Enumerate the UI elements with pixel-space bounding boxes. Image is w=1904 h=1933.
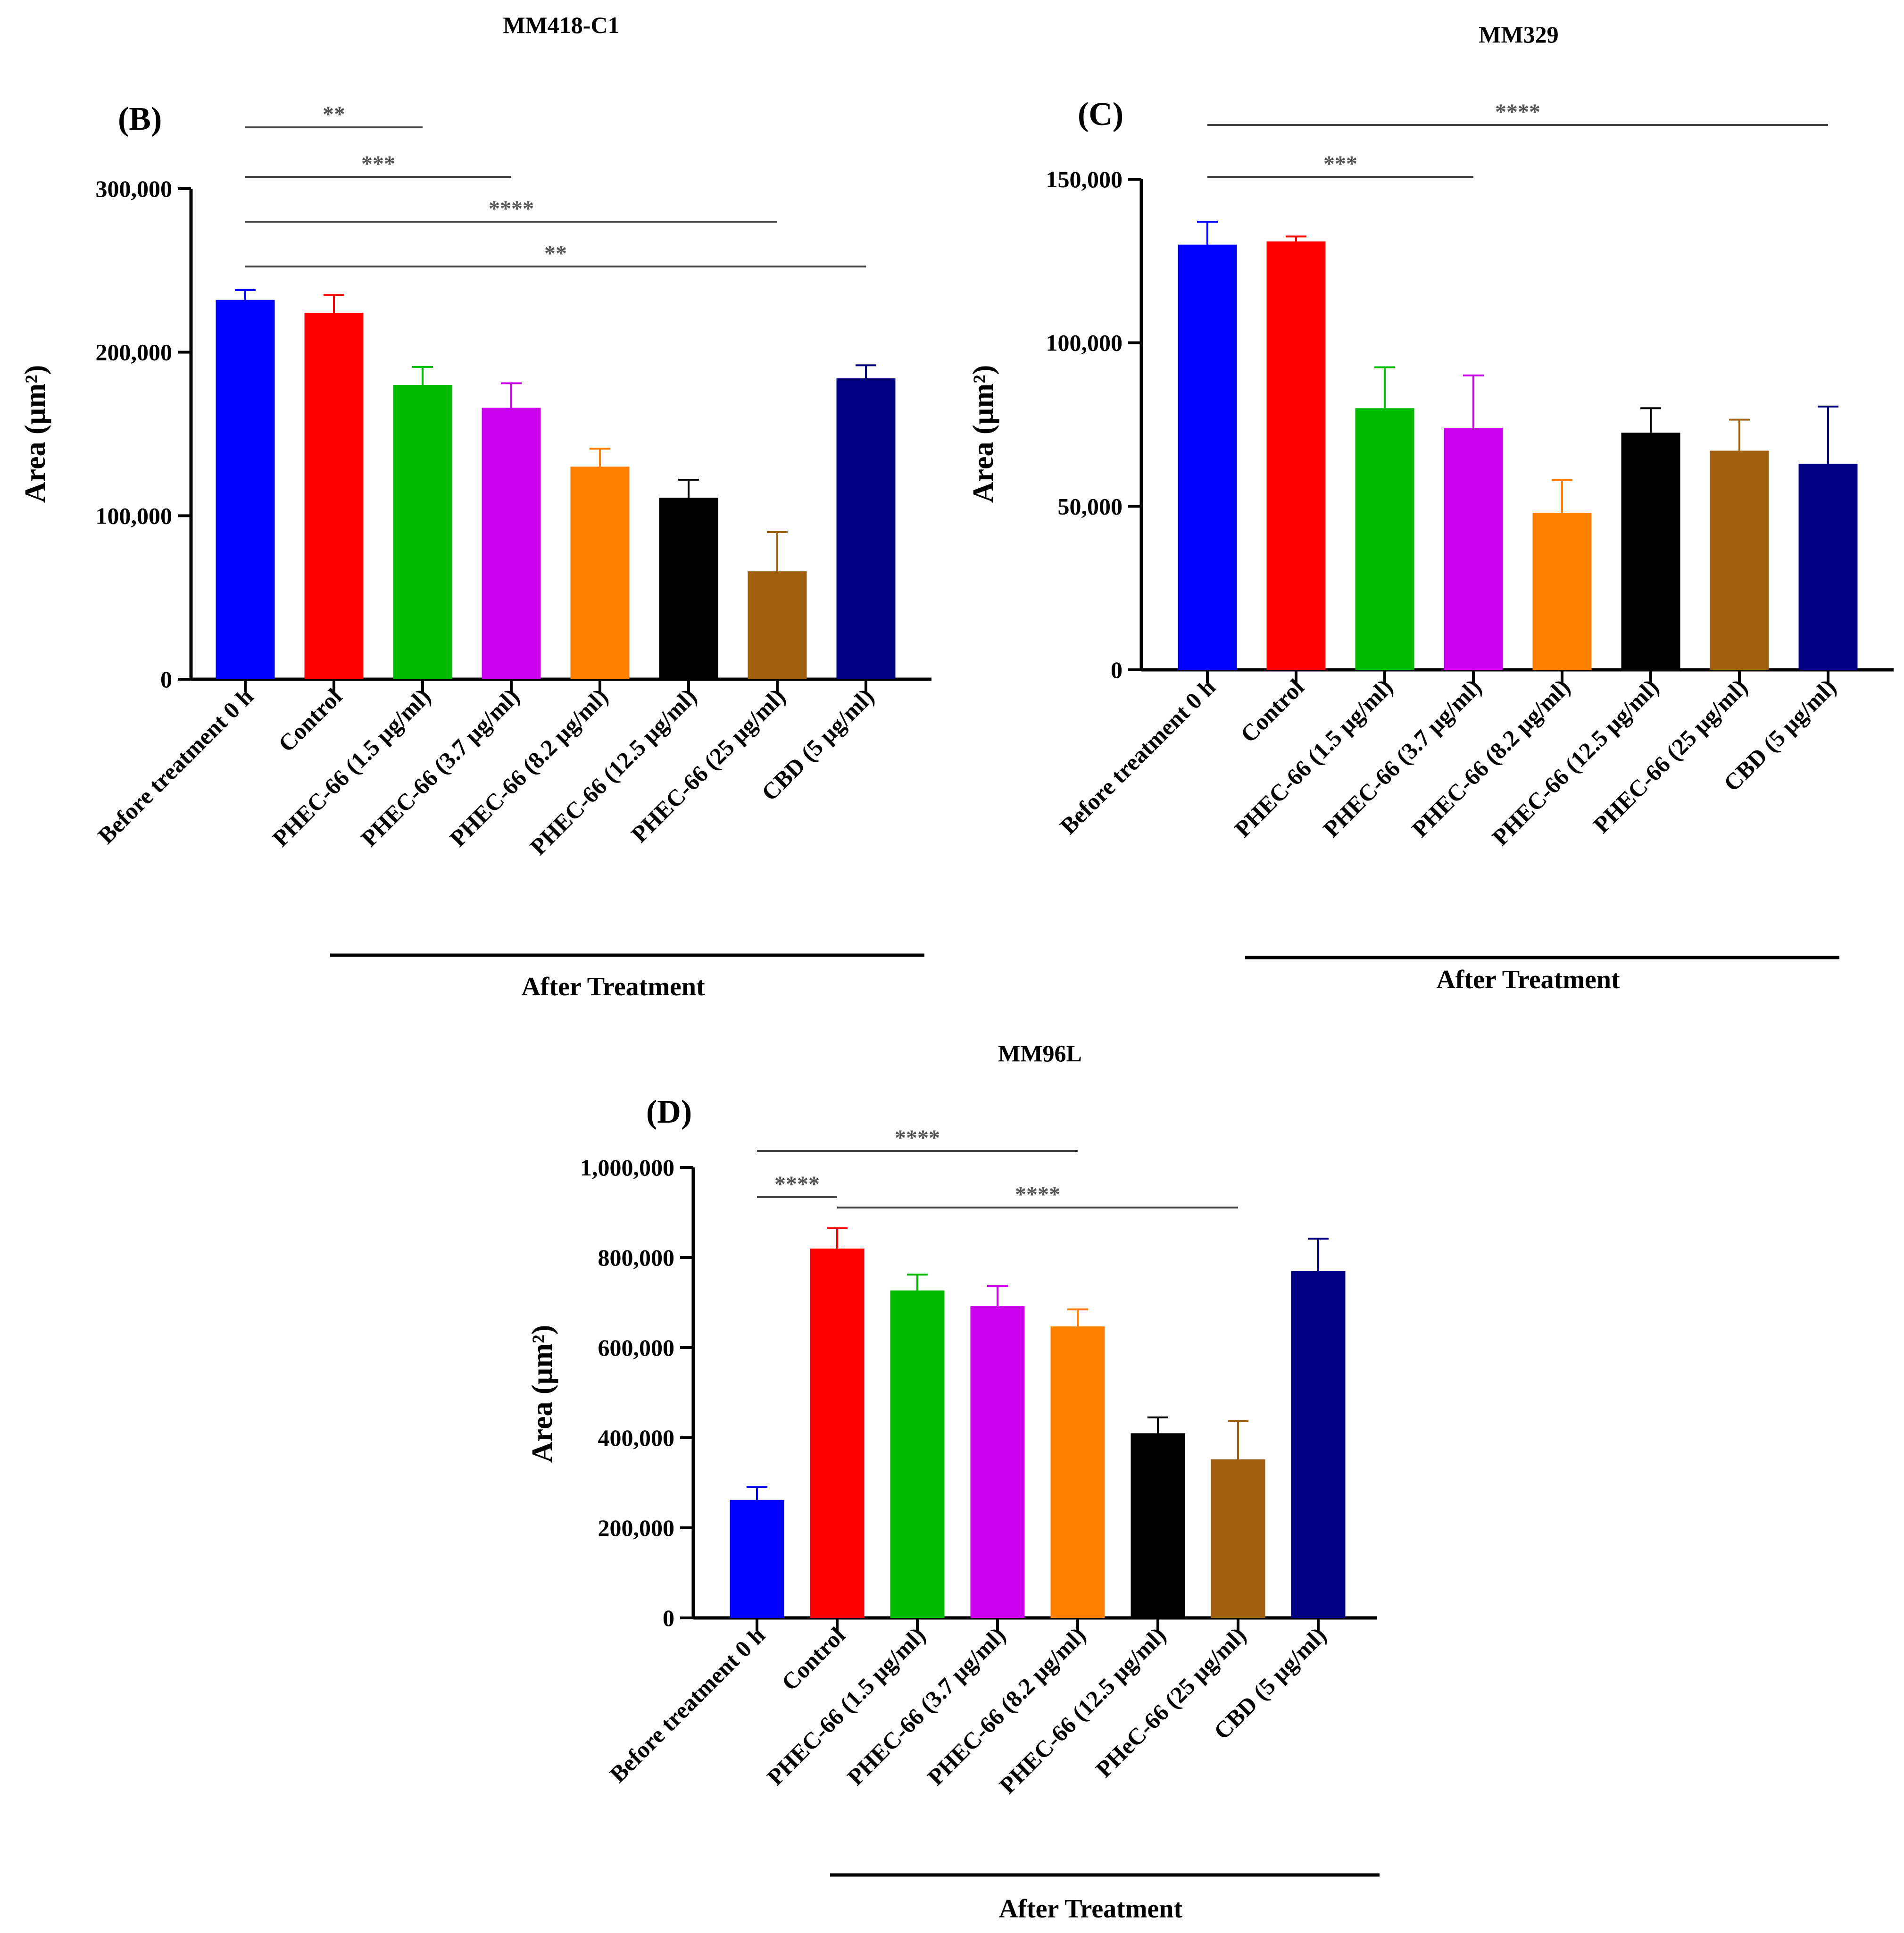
bar — [890, 1290, 945, 1618]
x-tick-label: PHEC-66 (1.5 µg/ml) — [267, 683, 436, 852]
y-tick-label: 0 — [160, 666, 172, 692]
significance-label: **** — [1015, 1182, 1060, 1207]
bar — [810, 1248, 865, 1618]
y-axis-label: Area (µm²) — [19, 365, 51, 503]
x-tick-label: Control — [273, 683, 347, 757]
significance-label: **** — [489, 196, 534, 221]
x-tick-label: PHEC-66 (8.2 µg/ml) — [922, 1622, 1091, 1791]
y-tick-label: 600,000 — [598, 1334, 675, 1361]
x-tick-label: Before treatment 0 h — [604, 1622, 770, 1788]
y-tick-label: 100,000 — [1046, 330, 1123, 356]
bar — [393, 385, 452, 679]
significance-label: **** — [895, 1125, 940, 1150]
y-tick-label: 300,000 — [96, 175, 173, 202]
x-tick-label: PHEC-66 (25 µg/ml) — [626, 683, 790, 848]
x-tick-label: PHEC-66 (1.5 µg/ml) — [762, 1622, 931, 1791]
bar — [304, 313, 364, 679]
significance-label: **** — [1495, 100, 1540, 125]
y-tick-label: 800,000 — [598, 1244, 675, 1271]
y-tick-label: 1,000,000 — [580, 1154, 674, 1181]
panel-label: (D) — [646, 1094, 692, 1130]
bar — [1798, 464, 1858, 670]
chart-panel-3: MM96L (D) Area (µm²) 0 200,000 400,000 600,000… — [526, 1040, 1380, 1924]
bar — [482, 408, 541, 679]
significance-label: ** — [544, 241, 567, 266]
y-axis-label: Area (µm²) — [967, 365, 999, 503]
chart-panel-2: MM329 (C) Area (µm²) 0 50,000 100,000 150,000 B… — [967, 21, 1894, 994]
y-tick-label: 400,000 — [598, 1425, 675, 1451]
group-label: After Treatment — [999, 1894, 1183, 1924]
bar — [1444, 427, 1503, 670]
x-tick-label: Control — [776, 1622, 850, 1696]
significance-label: **** — [774, 1172, 820, 1197]
significance-label: *** — [361, 151, 395, 176]
bar — [1621, 433, 1680, 670]
y-tick-label: 100,000 — [96, 502, 173, 529]
x-tick-label: PHeC-66 (25 µg/ml) — [1090, 1622, 1251, 1783]
x-tick-label: PHEC-66 (1.5 µg/ml) — [1229, 674, 1398, 842]
group-label: After Treatment — [1436, 965, 1620, 994]
bar — [570, 467, 630, 679]
significance-label: ** — [323, 102, 345, 127]
panel-label: (C) — [1078, 96, 1123, 133]
x-tick-label: PHEC-66 (8.2 µg/ml) — [444, 683, 613, 852]
chart-panel-1: MM418-C1 (B) Area (µm²) 0 100,000 200,000 300,… — [19, 12, 931, 1001]
x-tick-label: PHEC-66 (3.7 µg/ml) — [356, 683, 524, 852]
x-tick-label: PHEC-66 (3.7 µg/ml) — [842, 1622, 1011, 1791]
bar — [216, 300, 275, 679]
bar — [1050, 1326, 1105, 1618]
chart-title: MM329 — [1479, 21, 1558, 48]
x-tick-label: PHEC-66 (12.5 µg/ml) — [525, 683, 702, 860]
significance-label: *** — [1323, 151, 1357, 176]
y-tick-label: 200,000 — [96, 339, 173, 366]
x-tick-label: Control — [1235, 674, 1309, 748]
y-tick-label: 150,000 — [1046, 166, 1123, 192]
x-tick-label: Before treatment 0 h — [92, 683, 258, 849]
bar — [1131, 1433, 1185, 1618]
bar — [1532, 513, 1592, 670]
bar — [1710, 450, 1769, 670]
y-tick-label: 200,000 — [598, 1515, 675, 1541]
x-tick-label: PHEC-66 (25 µg/ml) — [1588, 674, 1753, 838]
bar — [1355, 408, 1414, 670]
bar — [748, 571, 807, 679]
bar — [836, 378, 896, 679]
bar — [1266, 241, 1326, 670]
chart-title: MM96L — [998, 1040, 1082, 1066]
bar — [1211, 1459, 1265, 1618]
y-axis-label: Area (µm²) — [526, 1325, 558, 1463]
y-tick-label: 0 — [663, 1605, 674, 1631]
panel-label: (B) — [118, 101, 162, 137]
x-tick-label: PHEC-66 (12.5 µg/ml) — [1487, 674, 1664, 850]
bar — [730, 1500, 784, 1618]
x-tick-label: PHEC-66 (8.2 µg/ml) — [1406, 674, 1575, 842]
bar — [1178, 244, 1237, 670]
chart-title: MM418-C1 — [503, 12, 619, 38]
group-label: After Treatment — [521, 972, 705, 1001]
bar — [659, 498, 718, 679]
x-tick-label: Before treatment 0 h — [1055, 674, 1221, 840]
y-tick-label: 50,000 — [1058, 493, 1123, 519]
bar — [1291, 1271, 1346, 1618]
x-tick-label: PHEC-66 (3.7 µg/ml) — [1318, 674, 1487, 842]
bar — [970, 1306, 1025, 1618]
y-tick-label: 0 — [1111, 657, 1122, 683]
